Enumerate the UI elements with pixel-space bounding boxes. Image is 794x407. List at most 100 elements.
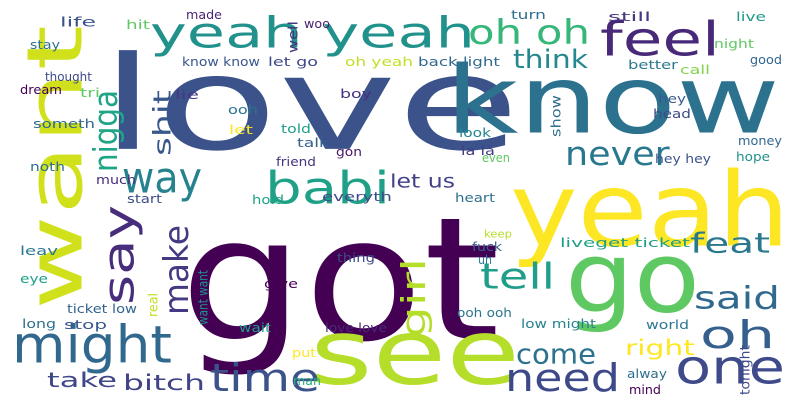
word-man: man <box>293 374 321 388</box>
word-time: time <box>210 356 320 401</box>
word-low-might: low might <box>521 318 597 332</box>
word-yeah-yeah: yeah yeah <box>150 8 475 58</box>
word-thought: thought <box>45 70 92 84</box>
word-feel: feel <box>600 13 720 67</box>
word-hey-hey: hey hey <box>655 153 711 167</box>
word-girl: girl <box>395 258 433 338</box>
word-heart: heart <box>455 192 495 206</box>
word-need: need <box>505 355 620 399</box>
word-got: got <box>180 182 500 380</box>
word-right: right <box>625 336 695 361</box>
word-even: even <box>482 151 510 165</box>
word-love: love <box>100 28 520 180</box>
word-night: night <box>714 38 755 52</box>
word-make: make <box>156 225 196 315</box>
word-gon: gon <box>336 146 362 160</box>
word-stop: stop <box>64 318 107 332</box>
word-hit: hit <box>126 18 150 32</box>
word-talk: talk <box>297 137 329 151</box>
word-start: start <box>127 193 162 207</box>
word-go: go <box>565 221 700 335</box>
word-dream: dream <box>20 83 62 97</box>
word-tell: tell <box>480 255 555 297</box>
word-someth: someth <box>33 118 95 131</box>
word-fuck: fuck <box>472 241 502 255</box>
word-stay: stay <box>30 39 60 53</box>
word-wait: wait <box>239 322 272 336</box>
word-good: good <box>750 53 782 67</box>
word-eye: eye <box>20 273 48 287</box>
word-way: way <box>122 153 202 203</box>
word-look: look <box>459 127 491 141</box>
word-alway: alway <box>627 368 667 382</box>
word-see: see <box>310 300 520 404</box>
word-take: take <box>47 369 117 392</box>
word-long: long <box>22 318 56 332</box>
word-hope: hope <box>736 151 770 165</box>
word-let-us: let us <box>390 171 455 193</box>
word-nigga: nigga <box>88 90 126 172</box>
word-oh-oh: oh oh <box>468 13 590 52</box>
word-show: show <box>548 95 564 137</box>
word-know: know <box>445 46 780 156</box>
word-la-la: la la <box>461 145 495 158</box>
word-tri: tri <box>80 86 100 100</box>
word-hey: hey <box>658 93 686 107</box>
word-lie: lie <box>175 88 199 102</box>
word-think: think <box>513 44 588 74</box>
word-ooh: ooh <box>228 104 258 117</box>
word-know-know: know know <box>182 56 260 70</box>
word-want-want: want want <box>195 270 211 325</box>
word-life: life <box>60 14 96 30</box>
word-let-go: let go <box>268 55 318 69</box>
word-never: never <box>565 136 671 174</box>
word-yeah: yeah <box>510 150 790 270</box>
word-let: let <box>229 123 253 137</box>
word-shit: shit <box>149 90 176 156</box>
word-still: still <box>608 10 651 24</box>
word-thing: thing <box>337 252 375 265</box>
word-give: give <box>264 278 298 292</box>
word-world: world <box>646 319 689 333</box>
word-much: much <box>96 174 136 188</box>
word-money: money <box>738 134 782 148</box>
word-made: made <box>186 8 222 22</box>
word-said: said <box>694 280 780 316</box>
word-want: want <box>11 25 100 310</box>
word-call: call <box>680 63 710 77</box>
word-woo: woo <box>304 17 330 31</box>
word-friend: friend <box>276 156 316 170</box>
word-ticket-low: ticket low <box>67 303 137 316</box>
word-boy: boy <box>340 87 372 101</box>
word-love-love: love love <box>325 322 387 336</box>
word-live: live <box>736 11 766 25</box>
word-liveget-ticket: liveget ticket <box>560 236 691 250</box>
word-tonight: tonight <box>738 344 754 395</box>
word-head: head <box>653 108 691 122</box>
word-hold: hold <box>252 193 284 207</box>
word-leav: leav <box>20 244 58 258</box>
word-everyth: everyth <box>322 190 392 204</box>
word-babi: babi <box>265 163 390 215</box>
word-turn: turn <box>511 9 546 23</box>
word-come: come <box>516 338 596 370</box>
word-one: one <box>675 340 785 395</box>
word-back-light: back light <box>418 56 500 69</box>
word-well: well <box>285 21 301 53</box>
word-keep: keep <box>484 228 512 240</box>
word-oh-yeah: oh yeah <box>345 56 413 70</box>
word-say: say <box>95 205 145 305</box>
word-uh: uh <box>478 253 492 268</box>
word-feat: feat <box>690 228 770 260</box>
word-put: put <box>292 347 316 361</box>
word-better: better <box>628 59 678 72</box>
word-ooh-ooh: ooh ooh <box>457 307 512 321</box>
word-bitch: bitch <box>123 370 205 395</box>
word-real: real <box>146 293 162 317</box>
word-told: told <box>281 123 311 137</box>
word-might: might <box>12 315 172 375</box>
word-oh: oh <box>700 312 775 357</box>
word-mind: mind <box>629 383 661 397</box>
word-noth: noth <box>30 161 65 175</box>
